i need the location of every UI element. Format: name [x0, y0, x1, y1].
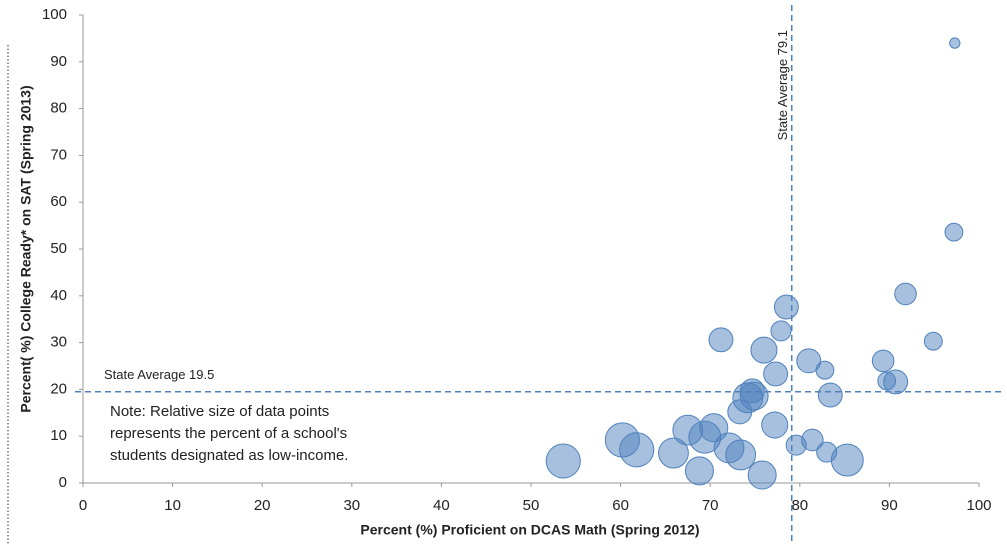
bubble — [883, 369, 909, 395]
reference-label: State Average 19.5 — [104, 367, 214, 382]
y-tick-label: 80 — [50, 100, 67, 117]
x-tick-label: 50 — [523, 497, 540, 514]
bubble — [545, 443, 581, 479]
bubble — [672, 414, 704, 446]
reference-label: State Average 79.1 — [775, 30, 790, 140]
y-tick-label: 60 — [50, 193, 67, 210]
x-tick-label: 40 — [433, 497, 450, 514]
bubble — [761, 411, 789, 439]
y-tick-label: 20 — [50, 380, 67, 397]
y-tick-label: 70 — [50, 146, 67, 163]
x-tick-label: 30 — [343, 497, 360, 514]
bubble — [830, 443, 864, 477]
bubble — [684, 456, 714, 486]
bubble — [923, 331, 943, 351]
x-tick-label: 100 — [966, 497, 991, 514]
note: students designated as low-income. — [110, 447, 348, 464]
bubble — [796, 348, 822, 374]
x-tick-label: 60 — [612, 497, 629, 514]
note: Note: Relative size of data points — [110, 403, 329, 420]
bubble — [727, 399, 753, 425]
bubble — [763, 361, 789, 387]
bubble — [604, 422, 640, 458]
x-tick-label: 80 — [791, 497, 808, 514]
note: represents the percent of a school's — [110, 425, 347, 442]
y-tick-label: 50 — [50, 240, 67, 257]
y-tick-label: 10 — [50, 427, 67, 444]
y-tick-label: 40 — [50, 287, 67, 304]
bubble — [773, 294, 799, 320]
x-tick-label: 20 — [254, 497, 271, 514]
y-axis-title: Percent( %) College Ready* on SAT (Sprin… — [18, 85, 34, 412]
bubble — [770, 320, 792, 342]
bubble — [785, 434, 807, 456]
y-tick-label: 30 — [50, 334, 67, 351]
y-tick-label: 90 — [50, 53, 67, 70]
x-tick-label: 10 — [164, 497, 181, 514]
bubble — [658, 437, 689, 469]
bubble — [750, 336, 778, 364]
bubble — [871, 349, 895, 373]
bubble — [944, 222, 964, 242]
bubble — [708, 327, 734, 353]
bubble — [815, 360, 835, 380]
bubble — [747, 460, 777, 490]
x-tick-label: 0 — [79, 497, 87, 514]
bubble — [949, 37, 961, 49]
bubble — [817, 382, 843, 408]
x-tick-label: 90 — [881, 497, 898, 514]
x-tick-label: 70 — [702, 497, 719, 514]
bubble — [894, 282, 917, 306]
y-tick-label: 0 — [59, 474, 67, 491]
x-axis-title: Percent (%) Proficient on DCAS Math (Spr… — [360, 522, 699, 538]
y-tick-label: 100 — [42, 6, 67, 23]
